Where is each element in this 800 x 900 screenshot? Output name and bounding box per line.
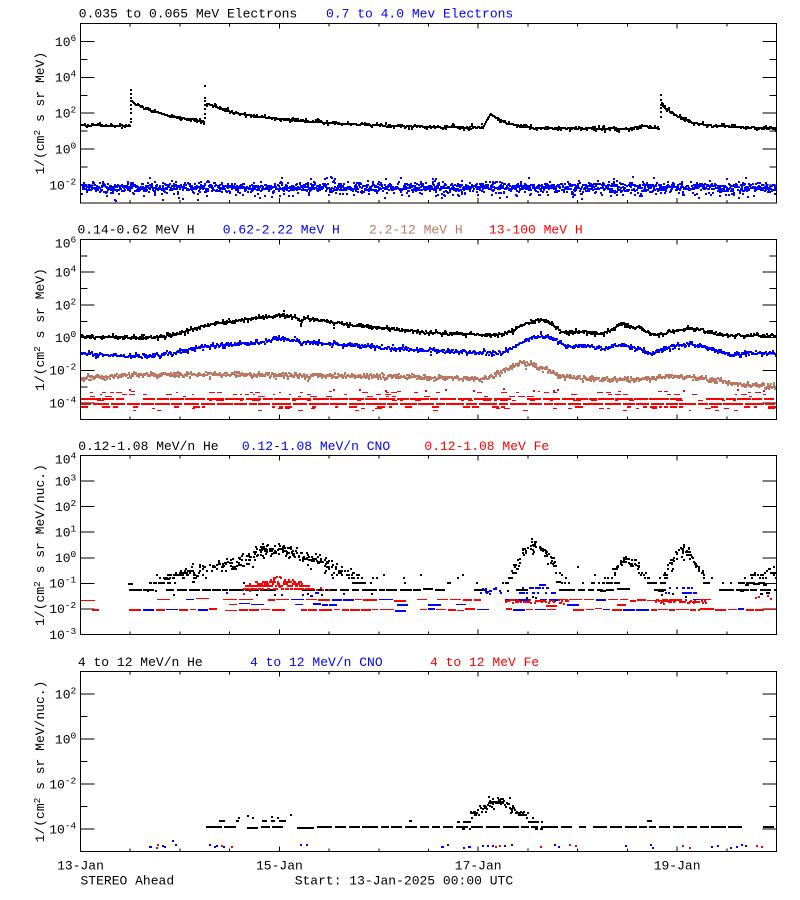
svg-text:13-100 MeV H: 13-100 MeV H: [489, 222, 583, 237]
svg-text:3: 3: [71, 472, 77, 483]
svg-text:4 to 12 MeV/n He: 4 to 12 MeV/n He: [78, 655, 203, 670]
svg-text:1: 1: [71, 524, 77, 535]
svg-text:4: 4: [71, 69, 77, 80]
svg-text:-2: -2: [65, 176, 77, 187]
svg-text:10: 10: [49, 364, 65, 379]
svg-text:10: 10: [55, 732, 71, 747]
svg-text:0: 0: [71, 140, 77, 151]
svg-text:2.2-12 MeV H: 2.2-12 MeV H: [369, 222, 463, 237]
svg-text:10: 10: [55, 71, 71, 86]
svg-text:6: 6: [71, 33, 77, 44]
svg-text:10: 10: [55, 687, 71, 702]
svg-text:10: 10: [55, 107, 71, 122]
svg-text:0: 0: [71, 329, 77, 340]
svg-text:10: 10: [49, 777, 65, 792]
svg-text:10: 10: [49, 628, 65, 643]
svg-text:15-Jan: 15-Jan: [256, 859, 303, 874]
svg-text:0.12-1.08 MeV/n He: 0.12-1.08 MeV/n He: [78, 439, 218, 454]
svg-text:2: 2: [71, 105, 77, 116]
svg-text:-2: -2: [65, 600, 77, 611]
svg-text:6: 6: [71, 235, 77, 246]
svg-text:-4: -4: [65, 820, 77, 831]
svg-text:1/(cm2 s sr MeV): 1/(cm2 s sr MeV): [32, 268, 48, 391]
svg-text:10: 10: [49, 602, 65, 617]
svg-text:STEREO Ahead: STEREO Ahead: [81, 873, 175, 888]
svg-text:4: 4: [71, 264, 77, 275]
svg-text:10: 10: [55, 331, 71, 346]
svg-text:0.14-0.62 MeV H: 0.14-0.62 MeV H: [78, 222, 195, 237]
svg-text:10: 10: [55, 298, 71, 313]
svg-text:4 to 12 MeV Fe: 4 to 12 MeV Fe: [430, 655, 539, 670]
svg-text:10: 10: [55, 237, 71, 252]
svg-text:10: 10: [55, 526, 71, 541]
svg-text:2: 2: [71, 498, 77, 509]
svg-text:10: 10: [49, 396, 65, 411]
svg-text:2: 2: [71, 296, 77, 307]
svg-text:-4: -4: [65, 394, 77, 405]
svg-text:0.12-1.08 MeV Fe: 0.12-1.08 MeV Fe: [424, 439, 549, 454]
svg-text:10: 10: [49, 178, 65, 193]
svg-text:10: 10: [55, 142, 71, 157]
svg-text:10: 10: [55, 35, 71, 50]
svg-text:1/(cm2 s sr MeV/nuc.): 1/(cm2 s sr MeV/nuc.): [32, 681, 48, 843]
svg-text:4 to 12 MeV/n CNO: 4 to 12 MeV/n CNO: [250, 655, 383, 670]
svg-text:2: 2: [71, 685, 77, 696]
svg-text:10: 10: [49, 577, 65, 592]
svg-text:19-Jan: 19-Jan: [654, 859, 701, 874]
svg-text:4: 4: [71, 451, 77, 462]
svg-text:0.62-2.22 MeV H: 0.62-2.22 MeV H: [223, 222, 340, 237]
svg-text:-1: -1: [65, 575, 77, 586]
svg-text:17-Jan: 17-Jan: [455, 859, 502, 874]
svg-text:13-Jan: 13-Jan: [57, 859, 104, 874]
svg-text:1/(cm2 s sr MeV): 1/(cm2 s sr MeV): [32, 52, 48, 175]
svg-text:-2: -2: [65, 362, 77, 373]
svg-text:0: 0: [71, 549, 77, 560]
svg-text:10: 10: [55, 453, 71, 468]
svg-text:-2: -2: [65, 775, 77, 786]
svg-text:10: 10: [55, 500, 71, 515]
svg-text:-3: -3: [65, 626, 77, 637]
svg-text:10: 10: [55, 551, 71, 566]
svg-text:10: 10: [55, 266, 71, 281]
svg-text:0.035 to 0.065 MeV Electrons: 0.035 to 0.065 MeV Electrons: [79, 7, 297, 22]
svg-text:10: 10: [49, 822, 65, 837]
svg-text:0: 0: [71, 730, 77, 741]
svg-text:1/(cm2 s sr MeV/nuc.): 1/(cm2 s sr MeV/nuc.): [32, 464, 48, 626]
svg-text:10: 10: [55, 474, 71, 489]
svg-text:Start: 13-Jan-2025 00:00 UTC: Start: 13-Jan-2025 00:00 UTC: [295, 873, 514, 888]
svg-text:0.12-1.08 MeV/n CNO: 0.12-1.08 MeV/n CNO: [242, 439, 390, 454]
svg-text:0.7 to 4.0 Mev Electrons: 0.7 to 4.0 Mev Electrons: [326, 7, 513, 22]
